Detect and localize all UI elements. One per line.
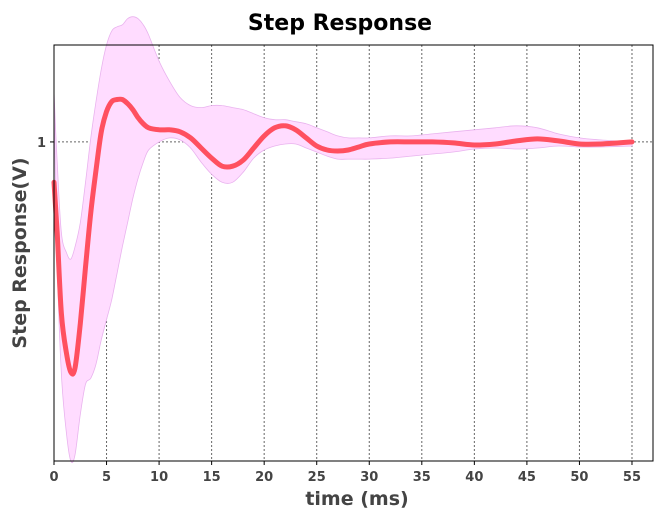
plot-frame xyxy=(53,44,654,462)
confidence-band xyxy=(53,16,633,464)
y-axis-ticks: 1 xyxy=(37,136,54,151)
x-tick-label: 15 xyxy=(203,470,221,485)
x-tick-label: 50 xyxy=(570,470,588,485)
x-tick-label: 5 xyxy=(102,470,111,485)
x-axis-ticks: 0 5 10 15 20 25 30 35 40 45 50 55 xyxy=(49,461,641,485)
x-tick-label: 10 xyxy=(150,470,168,485)
y-tick-label: 1 xyxy=(37,136,46,151)
x-tick-label: 55 xyxy=(623,470,641,485)
x-tick-label: 25 xyxy=(308,470,326,485)
x-tick-label: 35 xyxy=(413,470,431,485)
step-response-line xyxy=(51,96,635,377)
x-tick-label: 20 xyxy=(255,470,273,485)
x-tick-label: 45 xyxy=(518,470,536,485)
y-axis-label: Step Response(V) xyxy=(9,157,31,348)
x-tick-label: 0 xyxy=(49,470,58,485)
x-axis-label: time (ms) xyxy=(305,488,408,510)
chart-title: Step Response xyxy=(248,11,432,36)
x-tick-label: 30 xyxy=(360,470,378,485)
x-tick-label: 40 xyxy=(465,470,483,485)
